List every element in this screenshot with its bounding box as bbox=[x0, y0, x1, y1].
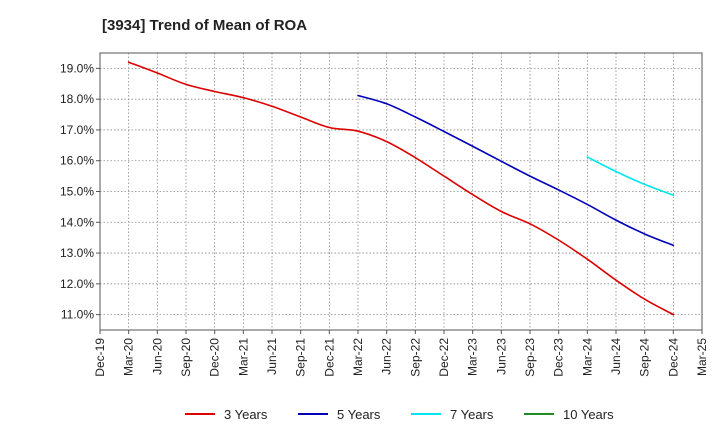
y-tick-label: 15.0% bbox=[60, 185, 94, 199]
x-tick-label: Jun-22 bbox=[380, 338, 394, 375]
y-tick-label: 17.0% bbox=[60, 123, 94, 137]
x-tick-label: Mar-20 bbox=[122, 338, 136, 376]
x-tick-label: Dec-23 bbox=[552, 338, 566, 377]
legend-label-7-years: 7 Years bbox=[450, 407, 494, 422]
legend-label-5-years: 5 Years bbox=[337, 407, 381, 422]
x-tick-label: Jun-20 bbox=[150, 338, 164, 375]
x-tick-label: Dec-19 bbox=[93, 338, 107, 377]
x-tick-label: Mar-21 bbox=[236, 338, 250, 376]
x-tick-label: Dec-21 bbox=[322, 338, 336, 377]
x-tick-label: Sep-21 bbox=[294, 338, 308, 377]
y-tick-label: 16.0% bbox=[60, 154, 94, 168]
legend-label-3-years: 3 Years bbox=[224, 407, 268, 422]
x-axis: Dec-19 Mar-20 Jun-20 Sep-20 Dec-20 Mar-21 Jun-… bbox=[93, 330, 709, 377]
y-tick-label: 11.0% bbox=[61, 308, 94, 322]
legend-label-10-years: 10 Years bbox=[563, 407, 614, 422]
x-tick-label: Dec-20 bbox=[208, 338, 222, 377]
x-tick-label: Mar-24 bbox=[580, 338, 594, 376]
y-axis: 11.0% 12.0% 13.0% 14.0% 15.0% 16.0% 17.0% 18.0%… bbox=[60, 61, 100, 322]
y-tick-label: 14.0% bbox=[60, 215, 94, 229]
series-lines bbox=[127, 61, 675, 316]
x-tick-label: Jun-21 bbox=[265, 338, 279, 375]
y-tick-label: 13.0% bbox=[60, 246, 94, 260]
x-tick-label: Jun-23 bbox=[494, 338, 508, 375]
x-tick-label: Mar-22 bbox=[351, 338, 365, 376]
y-tick-label: 12.0% bbox=[60, 277, 94, 291]
y-tick-label: 19.0% bbox=[60, 61, 94, 75]
x-tick-label: Dec-24 bbox=[666, 338, 680, 377]
x-tick-label: Mar-23 bbox=[466, 338, 480, 376]
y-tick-label: 18.0% bbox=[60, 92, 94, 106]
x-tick-label: Sep-23 bbox=[523, 338, 537, 377]
x-tick-label: Dec-22 bbox=[437, 338, 451, 377]
grid-lines bbox=[100, 53, 702, 330]
legend: 3 Years 5 Years 7 Years 10 Years bbox=[185, 407, 614, 422]
chart-title: [3934] Trend of Mean of ROA bbox=[102, 17, 307, 34]
x-tick-label: Sep-20 bbox=[179, 338, 193, 377]
x-tick-label: Mar-25 bbox=[695, 338, 709, 376]
x-tick-label: Sep-22 bbox=[408, 338, 422, 377]
x-tick-label: Sep-24 bbox=[638, 338, 652, 377]
series-line-5-years bbox=[357, 94, 675, 247]
series-line-3-years bbox=[127, 61, 675, 316]
series-line-7-years bbox=[586, 156, 675, 196]
x-tick-label: Jun-24 bbox=[609, 338, 623, 375]
